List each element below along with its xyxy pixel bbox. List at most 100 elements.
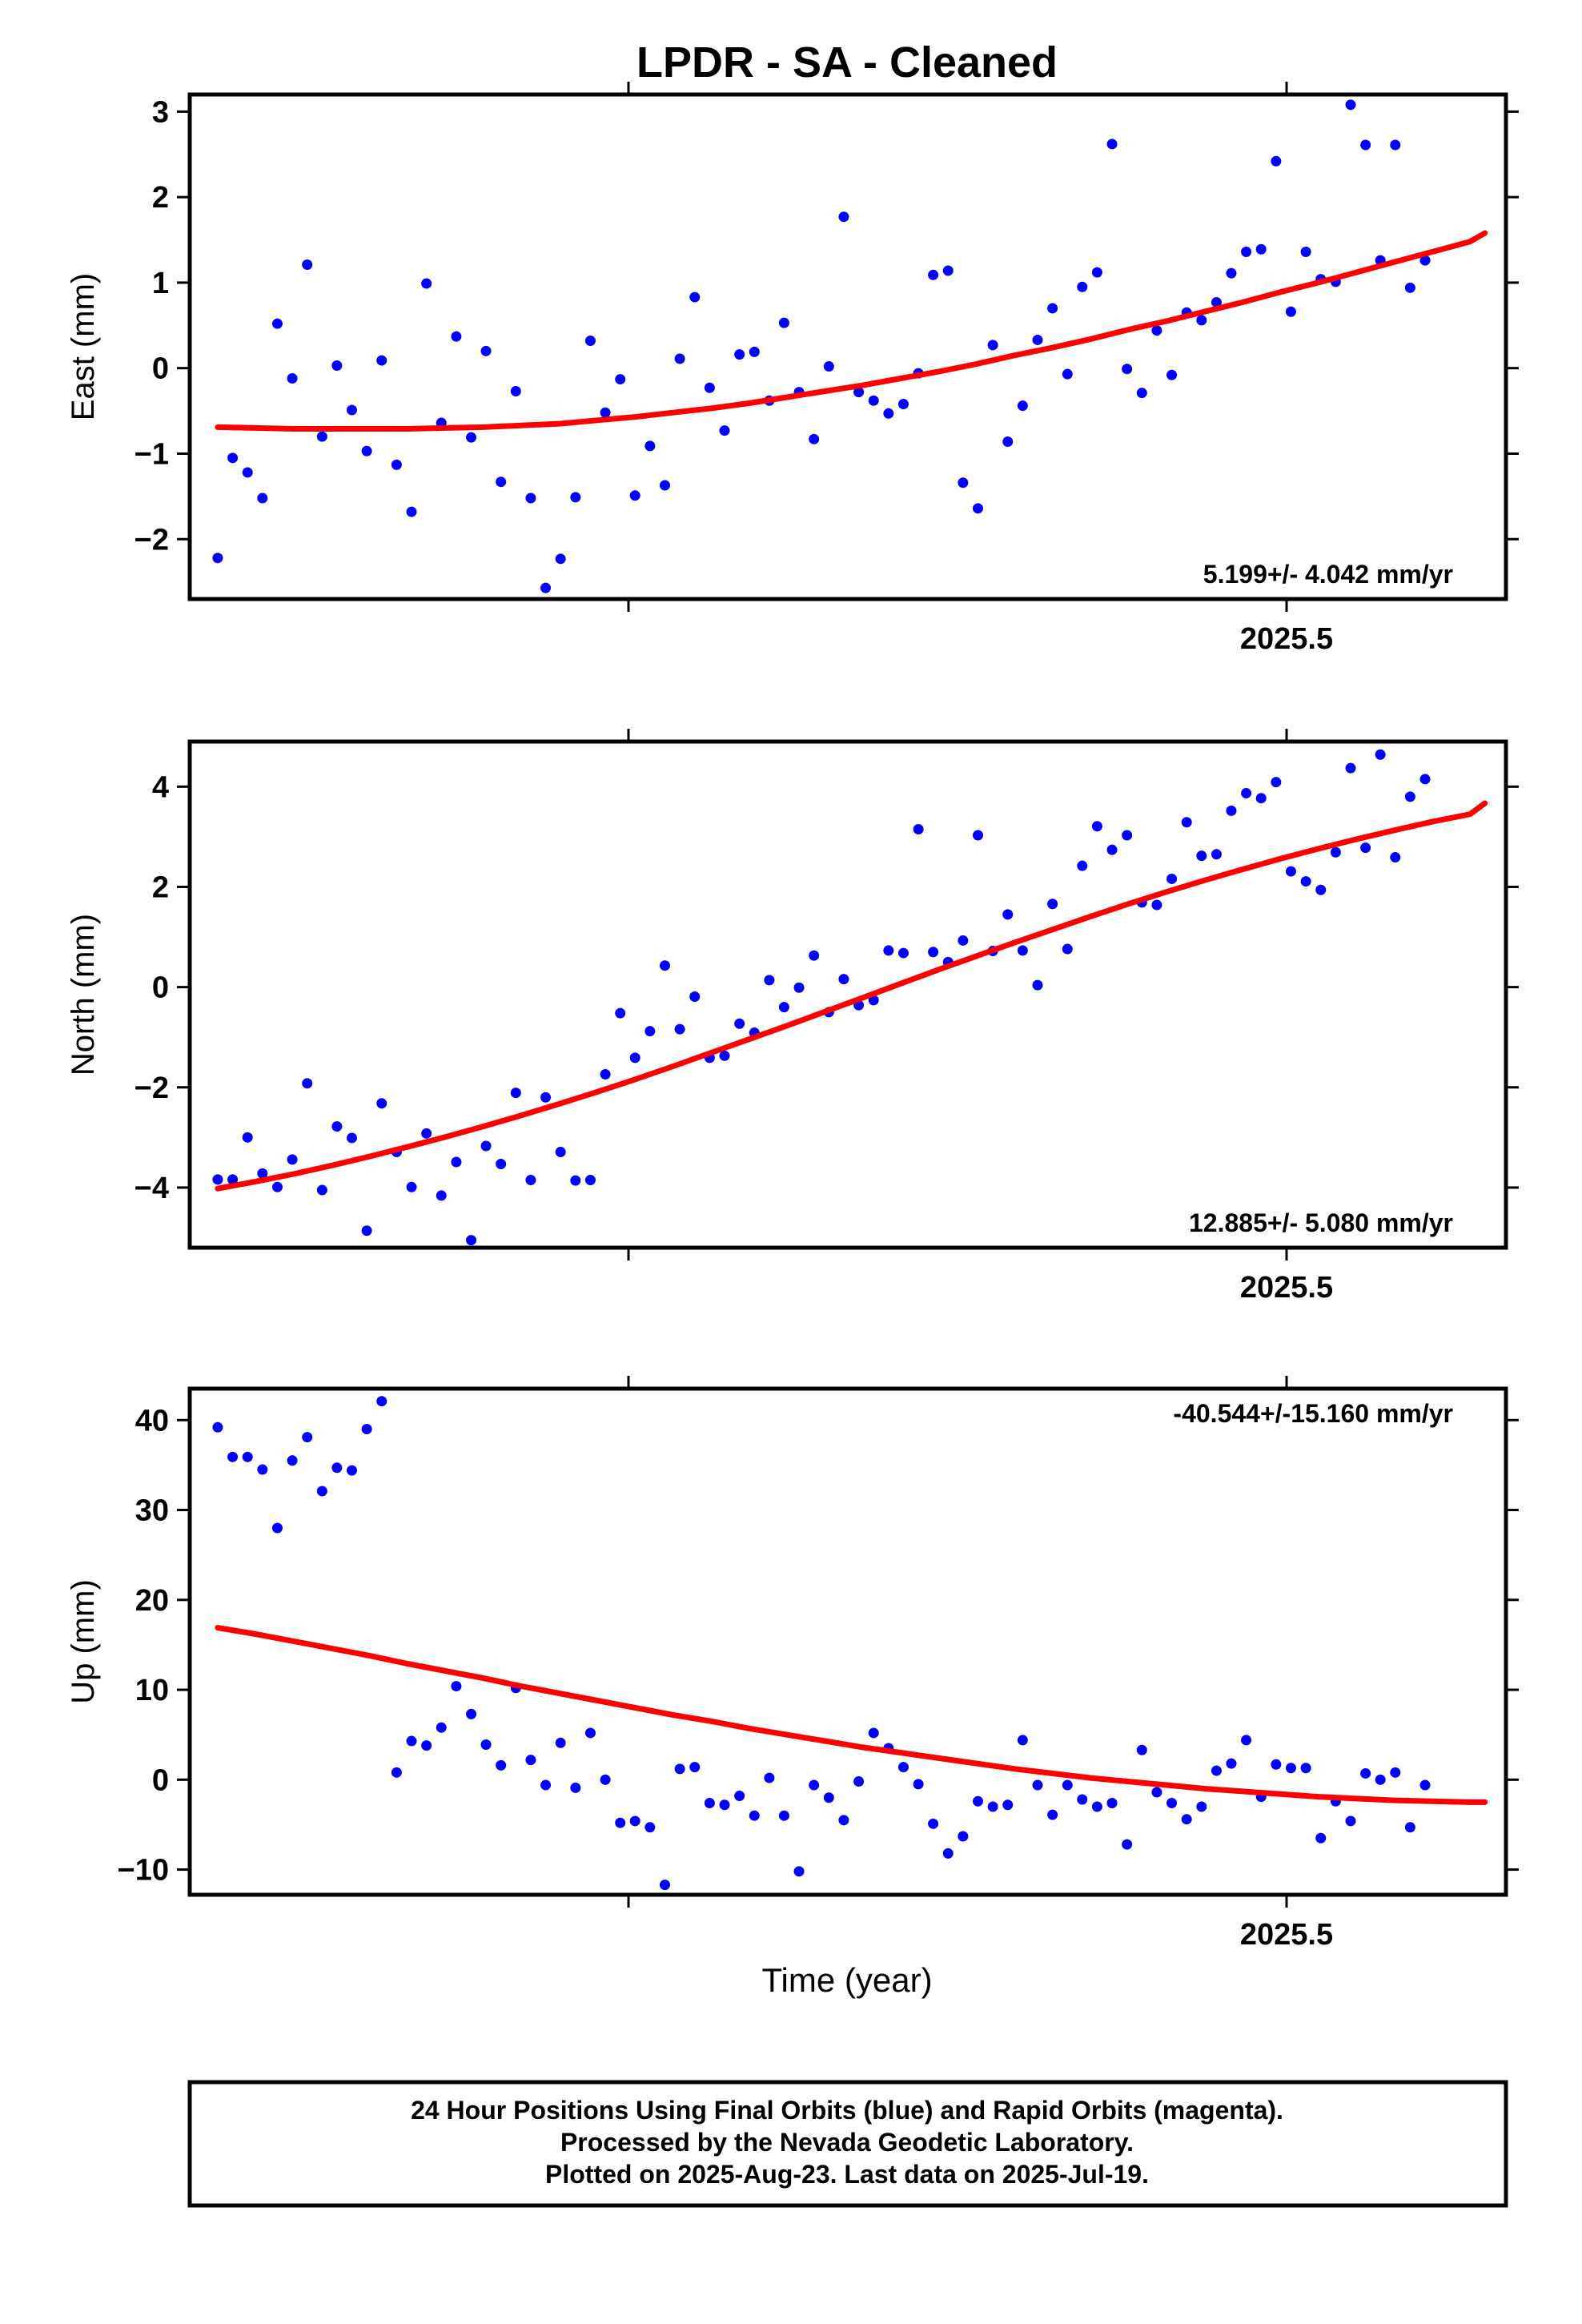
- data-point: [346, 1132, 357, 1144]
- data-point: [1151, 899, 1162, 911]
- data-point: [958, 477, 969, 489]
- data-point: [1315, 1832, 1327, 1844]
- data-point: [1122, 1839, 1133, 1850]
- data-point: [1047, 303, 1058, 314]
- data-point: [570, 1175, 581, 1186]
- plot-frame: [187, 1386, 1508, 1897]
- data-point: [838, 211, 849, 223]
- data-point: [600, 1774, 611, 1785]
- info-line-2: Processed by the Nevada Geodetic Laborat…: [560, 2128, 1134, 2157]
- data-point: [615, 1007, 626, 1019]
- data-point: [659, 480, 670, 491]
- data-point: [734, 349, 745, 360]
- x-tick-label: 2025.5: [1240, 1918, 1333, 1952]
- rate-label: -40.544+/-15.160 mm/yr: [1173, 1399, 1453, 1428]
- data-point: [1032, 1779, 1043, 1791]
- data-point: [570, 492, 581, 503]
- data-point: [913, 824, 924, 835]
- data-point: [480, 345, 492, 356]
- data-point: [496, 476, 507, 488]
- data-point: [1017, 945, 1028, 956]
- data-point: [496, 1159, 507, 1170]
- data-point: [361, 1424, 372, 1435]
- data-point: [1047, 899, 1058, 910]
- data-point: [1032, 979, 1043, 991]
- data-point: [346, 404, 357, 416]
- data-point: [1077, 1794, 1088, 1805]
- data-point: [1062, 943, 1073, 955]
- data-point: [525, 1755, 536, 1766]
- data-point: [376, 1098, 387, 1109]
- data-point: [778, 317, 789, 328]
- data-point: [1226, 267, 1237, 279]
- data-point: [302, 259, 313, 270]
- data-point: [212, 1421, 223, 1433]
- data-point: [242, 1132, 253, 1143]
- data-point: [510, 386, 521, 397]
- data-point: [1062, 368, 1073, 380]
- data-point: [704, 382, 715, 393]
- data-point: [1211, 296, 1222, 308]
- data-point: [1464, 0, 1475, 6]
- data-point: [1375, 1774, 1386, 1785]
- data-point: [302, 1432, 313, 1443]
- data-point: [1345, 762, 1356, 774]
- plot-frame: [187, 92, 1508, 601]
- data-point: [406, 506, 417, 517]
- data-point: [1196, 1801, 1207, 1812]
- data-point: [749, 346, 760, 357]
- y-tick-label: 0: [152, 352, 169, 386]
- data-point: [793, 1866, 805, 1877]
- data-point: [897, 399, 909, 410]
- data-point: [316, 431, 327, 442]
- data-point: [1017, 400, 1028, 412]
- data-point: [897, 947, 909, 959]
- y-axis-label: North (mm): [66, 914, 101, 1076]
- data-point: [1480, 0, 1490, 6]
- data-point: [1390, 139, 1401, 151]
- data-point: [271, 1181, 283, 1192]
- data-point: [1106, 844, 1118, 855]
- data-point: [1196, 315, 1207, 326]
- data-point: [271, 318, 283, 329]
- data-point: [719, 1050, 730, 1061]
- data-point: [972, 1795, 983, 1807]
- data-point: [376, 1396, 387, 1407]
- data-point: [257, 1168, 268, 1179]
- plot-area: [212, 0, 1505, 1246]
- data-point: [1002, 1799, 1014, 1811]
- panel-2: −4 −2 0 2 4 2025.5 North (mm) 12.885+/- 5.080 m…: [66, 0, 1519, 1305]
- data-point: [1255, 793, 1267, 804]
- data-point: [466, 1708, 477, 1719]
- data-point: [287, 373, 298, 384]
- data-point: [1495, 0, 1505, 6]
- data-point: [1181, 817, 1192, 828]
- data-point: [1122, 830, 1133, 841]
- data-point: [1330, 846, 1341, 858]
- data-point: [391, 1767, 402, 1778]
- data-point: [1062, 1779, 1073, 1791]
- data-point: [928, 1818, 939, 1829]
- data-point: [1017, 1735, 1028, 1746]
- data-point: [764, 1772, 775, 1783]
- data-point: [1419, 774, 1431, 785]
- data-point: [227, 1174, 239, 1185]
- data-point: [809, 433, 820, 444]
- data-point: [555, 1146, 566, 1157]
- data-point: [361, 445, 372, 456]
- data-point: [346, 1465, 357, 1476]
- data-point: [809, 1779, 820, 1791]
- data-point: [242, 1451, 253, 1462]
- data-point: [480, 1140, 492, 1152]
- data-point: [1166, 873, 1178, 884]
- data-point: [659, 960, 670, 971]
- data-point: [1450, 0, 1460, 6]
- data-point: [972, 830, 983, 841]
- data-point: [659, 1880, 670, 1891]
- data-point: [1480, 0, 1490, 6]
- data-point: [1255, 243, 1267, 255]
- data-point: [883, 945, 894, 956]
- data-point: [1136, 388, 1147, 399]
- data-point: [1181, 1814, 1192, 1825]
